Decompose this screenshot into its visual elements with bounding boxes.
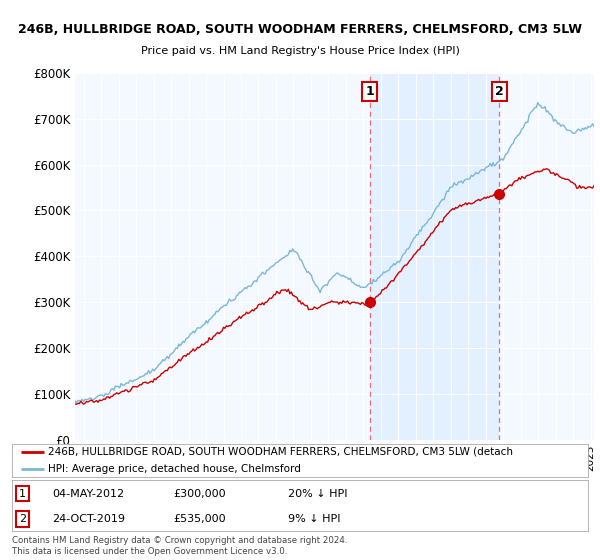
Text: 1: 1 (19, 488, 26, 498)
Text: £300,000: £300,000 (173, 488, 226, 498)
Text: 20% ↓ HPI: 20% ↓ HPI (289, 488, 348, 498)
Text: 24-OCT-2019: 24-OCT-2019 (52, 514, 125, 524)
Text: 246B, HULLBRIDGE ROAD, SOUTH WOODHAM FERRERS, CHELMSFORD, CM3 5LW: 246B, HULLBRIDGE ROAD, SOUTH WOODHAM FER… (18, 24, 582, 36)
Text: 04-MAY-2012: 04-MAY-2012 (52, 488, 124, 498)
Bar (370, 73, 499, 440)
Text: HPI: Average price, detached house, Chelmsford: HPI: Average price, detached house, Chel… (48, 464, 301, 474)
Text: 2: 2 (495, 85, 504, 97)
Text: 1: 1 (365, 85, 374, 97)
Text: 9% ↓ HPI: 9% ↓ HPI (289, 514, 341, 524)
Text: Price paid vs. HM Land Registry's House Price Index (HPI): Price paid vs. HM Land Registry's House … (140, 46, 460, 56)
Text: 2: 2 (19, 514, 26, 524)
Text: £535,000: £535,000 (173, 514, 226, 524)
Text: 246B, HULLBRIDGE ROAD, SOUTH WOODHAM FERRERS, CHELMSFORD, CM3 5LW (detach: 246B, HULLBRIDGE ROAD, SOUTH WOODHAM FER… (48, 446, 513, 456)
Text: Contains HM Land Registry data © Crown copyright and database right 2024.
This d: Contains HM Land Registry data © Crown c… (12, 536, 347, 556)
